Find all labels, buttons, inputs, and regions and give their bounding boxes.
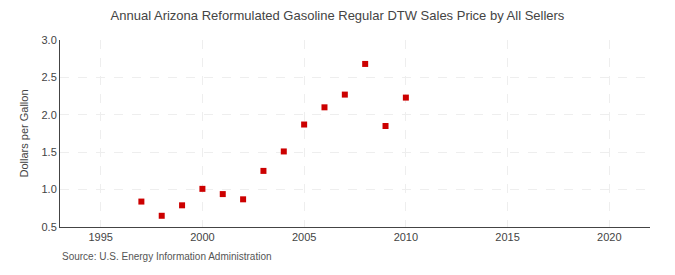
svg-text:2020: 2020 — [597, 231, 621, 243]
svg-text:0.5: 0.5 — [42, 221, 57, 233]
svg-text:2005: 2005 — [292, 231, 316, 243]
svg-text:3.0: 3.0 — [42, 34, 57, 46]
svg-text:2010: 2010 — [394, 231, 418, 243]
svg-text:2.0: 2.0 — [42, 109, 57, 121]
svg-text:1.5: 1.5 — [42, 146, 57, 158]
svg-text:2.5: 2.5 — [42, 71, 57, 83]
svg-text:1.0: 1.0 — [42, 183, 57, 195]
svg-text:2000: 2000 — [190, 231, 214, 243]
svg-text:Source: U.S. Energy Informatio: Source: U.S. Energy Information Administ… — [62, 251, 272, 262]
svg-text:Annual Arizona Reformulated Ga: Annual Arizona Reformulated Gasoline Reg… — [111, 8, 565, 23]
svg-text:Dollars per Gallon: Dollars per Gallon — [18, 89, 30, 177]
svg-text:1995: 1995 — [88, 231, 112, 243]
svg-text:2015: 2015 — [495, 231, 519, 243]
